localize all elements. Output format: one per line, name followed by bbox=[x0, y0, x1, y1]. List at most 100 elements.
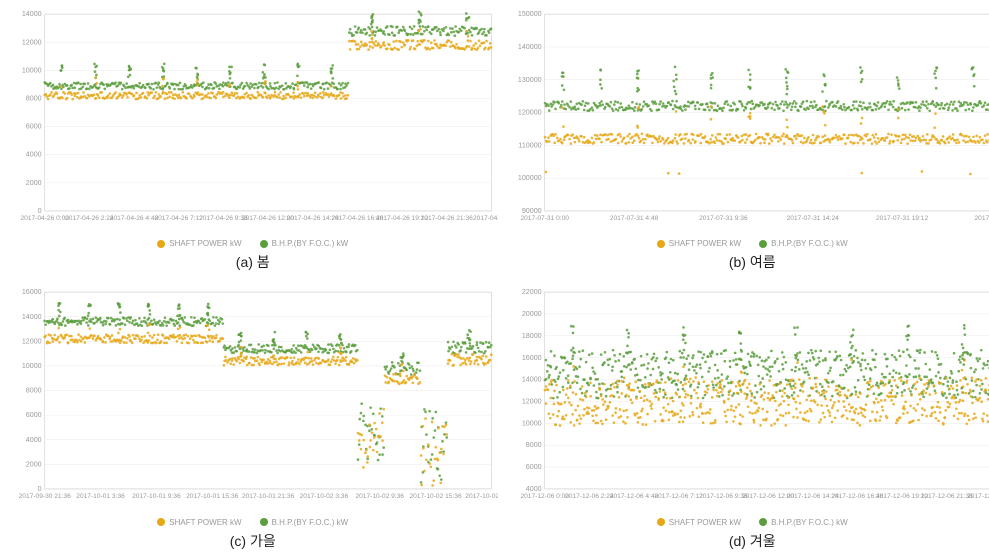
svg-text:14000: 14000 bbox=[22, 313, 42, 321]
svg-text:2017-10-01 3:36: 2017-10-01 3:36 bbox=[76, 494, 125, 501]
svg-text:2017-04-26 9:36: 2017-04-26 9:36 bbox=[199, 215, 248, 222]
svg-text:150000: 150000 bbox=[517, 10, 541, 18]
legend-item: SHAFT POWER kW bbox=[657, 239, 741, 248]
legend-item: B.H.P.(BY F.O.C.) kW bbox=[759, 239, 848, 248]
svg-text:2017-04-26 4:48: 2017-04-26 4:48 bbox=[110, 215, 159, 222]
panel-b: 90000 100000 110000 120000 130000 140000 15000… bbox=[508, 8, 989, 272]
svg-text:2017-07-31 14:24: 2017-07-31 14:24 bbox=[786, 215, 839, 222]
svg-text:2017-12-06 4:48: 2017-12-06 4:48 bbox=[609, 494, 658, 501]
legend-swatch-icon bbox=[157, 240, 165, 248]
caption-b: (b) 여름 bbox=[729, 252, 776, 272]
svg-text:110000: 110000 bbox=[518, 141, 541, 149]
svg-text:2017-10-02 3:36: 2017-10-02 3:36 bbox=[300, 494, 349, 501]
legend-label: B.H.P.(BY F.O.C.) kW bbox=[771, 518, 848, 527]
legend-item: SHAFT POWER kW bbox=[657, 518, 741, 527]
panel-grid: 0 2000 4000 6000 8000 10000 12000 14000 2017-04-… bbox=[8, 8, 989, 551]
legend-a: SHAFT POWER kW B.H.P.(BY F.O.C.) kW bbox=[157, 239, 348, 248]
caption-a: (a) 봄 bbox=[236, 252, 270, 272]
legend-label: B.H.P.(BY F.O.C.) kW bbox=[771, 239, 848, 248]
panel-c: 0 2000 4000 6000 8000 10000 12000 14000 16000 201… bbox=[8, 286, 498, 550]
svg-text:6000: 6000 bbox=[26, 412, 42, 420]
legend-c: SHAFT POWER kW B.H.P.(BY F.O.C.) kW bbox=[157, 518, 348, 527]
svg-text:12000: 12000 bbox=[22, 38, 42, 46]
panel-d: 4000 6000 8000 10000 12000 14000 16000 18000 200… bbox=[508, 286, 989, 550]
chart-a: 0 2000 4000 6000 8000 10000 12000 14000 2017-04-… bbox=[8, 8, 498, 237]
svg-text:14000: 14000 bbox=[521, 376, 541, 384]
svg-text:18000: 18000 bbox=[521, 332, 541, 340]
svg-text:2000: 2000 bbox=[26, 179, 42, 187]
svg-text:2017-12-07 0:00: 2017-12-07 0:00 bbox=[967, 494, 989, 501]
legend-label: SHAFT POWER kW bbox=[669, 518, 741, 527]
svg-text:2017-10-01 15:36: 2017-10-01 15:36 bbox=[186, 494, 239, 501]
svg-text:0: 0 bbox=[38, 207, 42, 215]
svg-text:4000: 4000 bbox=[525, 485, 541, 493]
svg-text:4000: 4000 bbox=[26, 436, 42, 444]
svg-text:2017-07-31 19:12: 2017-07-31 19:12 bbox=[875, 215, 928, 222]
svg-text:2017-10-02 21:36: 2017-10-02 21:36 bbox=[465, 494, 497, 501]
svg-text:2017-08-01: 2017-08-01 bbox=[974, 215, 989, 222]
svg-text:130000: 130000 bbox=[517, 76, 541, 84]
legend-d: SHAFT POWER kW B.H.P.(BY F.O.C.) kW bbox=[657, 518, 848, 527]
svg-text:2017-07-31 9:36: 2017-07-31 9:36 bbox=[699, 215, 748, 222]
svg-text:2000: 2000 bbox=[26, 461, 42, 469]
svg-text:2017-07-31 4:48: 2017-07-31 4:48 bbox=[609, 215, 658, 222]
svg-text:12000: 12000 bbox=[521, 398, 541, 406]
svg-text:14000: 14000 bbox=[22, 10, 42, 18]
svg-text:2017-04-26 7:12: 2017-04-26 7:12 bbox=[154, 215, 203, 222]
svg-text:22000: 22000 bbox=[521, 289, 541, 297]
legend-label: B.H.P.(BY F.O.C.) kW bbox=[272, 518, 349, 527]
legend-b: SHAFT POWER kW B.H.P.(BY F.O.C.) kW bbox=[657, 239, 848, 248]
legend-swatch-icon bbox=[759, 240, 767, 248]
svg-text:2017-10-01 9:36: 2017-10-01 9:36 bbox=[132, 494, 181, 501]
svg-text:20000: 20000 bbox=[521, 310, 541, 318]
svg-text:8000: 8000 bbox=[26, 387, 42, 395]
svg-text:8000: 8000 bbox=[26, 95, 42, 103]
legend-item: B.H.P.(BY F.O.C.) kW bbox=[260, 239, 349, 248]
svg-text:6000: 6000 bbox=[26, 123, 42, 131]
legend-swatch-icon bbox=[657, 240, 665, 248]
chart-b: 90000 100000 110000 120000 130000 140000 15000… bbox=[508, 8, 989, 237]
svg-text:2017-10-01 21:36: 2017-10-01 21:36 bbox=[242, 494, 295, 501]
svg-text:10000: 10000 bbox=[521, 420, 541, 428]
svg-text:2017-04-26 0:00: 2017-04-26 0:00 bbox=[20, 215, 69, 222]
chart-c: 0 2000 4000 6000 8000 10000 12000 14000 16000 201… bbox=[8, 286, 498, 515]
svg-text:2017-04-2…: 2017-04-2… bbox=[473, 215, 497, 222]
svg-text:120000: 120000 bbox=[517, 109, 541, 117]
legend-swatch-icon bbox=[157, 518, 165, 526]
legend-item: B.H.P.(BY F.O.C.) kW bbox=[759, 518, 848, 527]
legend-swatch-icon bbox=[657, 518, 665, 526]
legend-item: SHAFT POWER kW bbox=[157, 239, 241, 248]
svg-text:140000: 140000 bbox=[517, 43, 541, 51]
panel-a: 0 2000 4000 6000 8000 10000 12000 14000 2017-04-… bbox=[8, 8, 498, 272]
svg-text:2017-12-06 7:12: 2017-12-06 7:12 bbox=[654, 494, 703, 501]
legend-label: SHAFT POWER kW bbox=[169, 239, 241, 248]
svg-text:4000: 4000 bbox=[26, 151, 42, 159]
svg-text:0: 0 bbox=[38, 485, 42, 493]
svg-text:100000: 100000 bbox=[517, 174, 541, 182]
svg-text:8000: 8000 bbox=[525, 442, 541, 450]
svg-text:2017-10-02 15:36: 2017-10-02 15:36 bbox=[409, 494, 462, 501]
legend-swatch-icon bbox=[260, 518, 268, 526]
chart-d: 4000 6000 8000 10000 12000 14000 16000 18000 200… bbox=[508, 286, 989, 515]
svg-text:10000: 10000 bbox=[22, 362, 42, 370]
legend-item: B.H.P.(BY F.O.C.) kW bbox=[260, 518, 349, 527]
svg-text:2017-12-06 0:00: 2017-12-06 0:00 bbox=[520, 494, 569, 501]
caption-c: (c) 가을 bbox=[230, 531, 276, 551]
caption-d: (d) 겨울 bbox=[729, 531, 776, 551]
svg-text:2017-04-26 2:24: 2017-04-26 2:24 bbox=[65, 215, 114, 222]
svg-text:16000: 16000 bbox=[22, 289, 42, 297]
legend-swatch-icon bbox=[260, 240, 268, 248]
svg-text:2017-12-06 21:36: 2017-12-06 21:36 bbox=[920, 494, 973, 501]
svg-text:2017-04-26 21:36: 2017-04-26 21:36 bbox=[421, 215, 474, 222]
legend-label: SHAFT POWER kW bbox=[669, 239, 741, 248]
svg-text:90000: 90000 bbox=[521, 207, 541, 215]
svg-text:12000: 12000 bbox=[22, 338, 42, 346]
legend-swatch-icon bbox=[759, 518, 767, 526]
svg-text:2017-12-06 2:24: 2017-12-06 2:24 bbox=[565, 494, 614, 501]
svg-text:10000: 10000 bbox=[22, 66, 42, 74]
svg-text:2017-10-02 9:36: 2017-10-02 9:36 bbox=[355, 494, 404, 501]
svg-text:16000: 16000 bbox=[521, 354, 541, 362]
svg-text:6000: 6000 bbox=[525, 464, 541, 472]
legend-label: SHAFT POWER kW bbox=[169, 518, 241, 527]
legend-item: SHAFT POWER kW bbox=[157, 518, 241, 527]
